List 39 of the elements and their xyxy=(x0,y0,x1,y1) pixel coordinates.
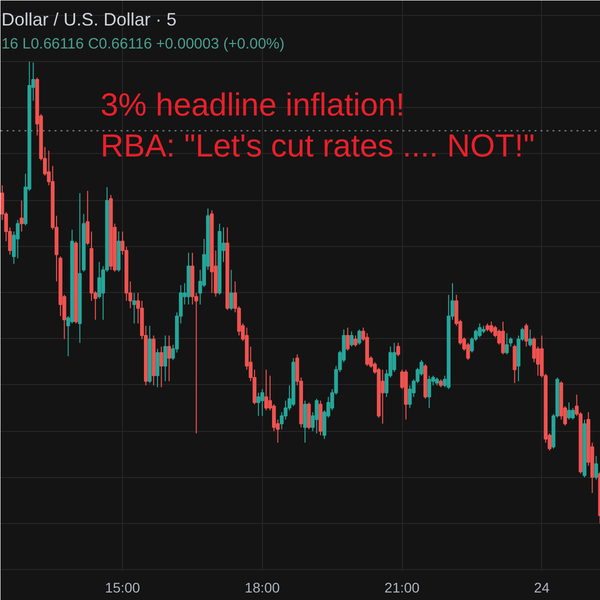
candlestick xyxy=(256,392,260,416)
candlestick xyxy=(303,400,307,444)
candlestick xyxy=(167,334,172,382)
candlestick xyxy=(501,321,505,355)
candlestick xyxy=(132,292,136,324)
candlestick xyxy=(478,322,482,338)
annotation: 3% headline inflation! xyxy=(100,86,405,122)
candlestick xyxy=(528,328,532,348)
candlestick xyxy=(159,346,164,388)
candlestick xyxy=(229,269,234,311)
candlestick xyxy=(570,408,575,420)
candlestick xyxy=(346,327,350,352)
candlestick xyxy=(260,388,264,416)
candlestick xyxy=(163,334,168,382)
candlestick xyxy=(357,328,362,346)
annotation: RBA: "Let's cut rates .... NOT!" xyxy=(100,128,535,164)
candlestick xyxy=(594,456,598,480)
candlestick xyxy=(512,344,517,384)
candlestick xyxy=(314,398,319,434)
candlestick xyxy=(264,369,268,411)
x-tick-label: 18:00 xyxy=(244,580,280,596)
candlestick xyxy=(489,321,494,334)
candlestick xyxy=(306,402,311,430)
chart-subtitle: 16 L0.66116 C0.66116 +0.00003 (+0.00%) xyxy=(2,36,285,52)
x-tick-label: 21:00 xyxy=(384,580,420,596)
candlestick xyxy=(567,402,571,420)
x-tick-label: 15:00 xyxy=(105,580,140,596)
candlestick xyxy=(380,369,385,424)
candlestick xyxy=(427,375,432,409)
candlestick xyxy=(156,348,160,388)
candlestick xyxy=(504,332,509,355)
x-tick-label: 24 xyxy=(534,580,550,596)
candlestick xyxy=(396,342,400,357)
candlestick xyxy=(524,322,528,348)
candlestick xyxy=(392,342,396,372)
candlestick xyxy=(20,200,24,232)
candlestick xyxy=(354,334,358,348)
candlestick xyxy=(350,330,354,348)
chart-title: Dollar / U.S. Dollar · 5 xyxy=(2,10,177,30)
